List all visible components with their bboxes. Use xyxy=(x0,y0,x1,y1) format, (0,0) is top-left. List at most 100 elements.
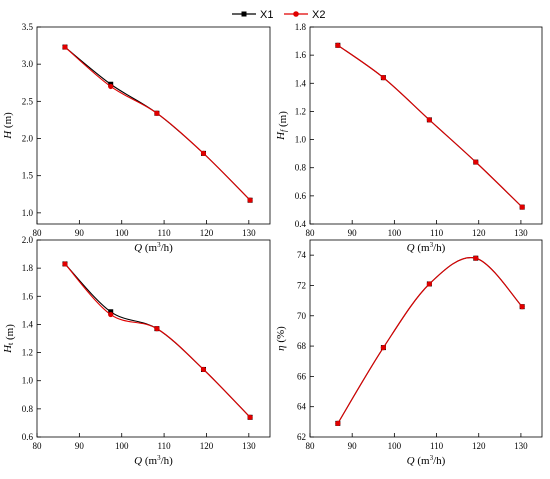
y-axis-label: Ht (m) xyxy=(2,324,16,354)
x-axis-label: Q (m3/h) xyxy=(407,241,446,254)
y-tick-label: 1.6 xyxy=(22,291,34,301)
data-point-x2 xyxy=(426,281,432,287)
y-axis-label: Hf (m) xyxy=(275,111,289,141)
y-tick-label: 0.4 xyxy=(295,219,307,229)
data-point-x2 xyxy=(380,344,386,351)
y-tick-label: 1.2 xyxy=(22,348,33,358)
y-tick-label: 0.6 xyxy=(22,432,34,442)
data-point-x2 xyxy=(473,159,479,165)
x-tick-label: 130 xyxy=(242,441,256,451)
plot-frame xyxy=(36,239,271,438)
series-line-x1 xyxy=(64,46,251,201)
data-point-x2 xyxy=(108,311,114,318)
y-tick-label: 1.0 xyxy=(295,135,307,145)
x-tick-label: 110 xyxy=(430,441,444,451)
x-tick-label: 90 xyxy=(348,228,358,238)
y-tick-label: 64 xyxy=(297,402,307,412)
data-point-x2 xyxy=(154,110,160,116)
data-point-x2 xyxy=(200,150,207,156)
x-tick-label: 120 xyxy=(200,441,214,451)
y-axis-label: H (m) xyxy=(2,112,14,140)
y-tick-label: 1.0 xyxy=(22,208,34,218)
y-tick-label: 66 xyxy=(297,371,307,381)
x-tick-label: 130 xyxy=(242,228,256,238)
x-tick-label: 100 xyxy=(388,441,402,451)
series-line-x2 xyxy=(337,44,523,208)
data-point-x2 xyxy=(426,117,432,123)
x-tick-label: 90 xyxy=(75,228,85,238)
data-point-x2 xyxy=(335,420,341,426)
x-axis-label: Q (m3/h) xyxy=(134,241,173,254)
y-tick-label: 0.8 xyxy=(22,404,34,414)
panel-efficiency-vs-flow: 80 90 100 110 120 130 62 64 66 68 70 72 74 Q (m3/h) η … xyxy=(275,239,543,467)
legend: X1 X2 xyxy=(232,9,325,21)
data-point-x2 xyxy=(62,44,68,50)
data-point-x2 xyxy=(62,261,68,267)
x-tick-label: 90 xyxy=(348,441,358,451)
data-point-x2 xyxy=(380,75,386,81)
x-tick-label: 80 xyxy=(306,228,316,238)
y-tick-label: 1.0 xyxy=(22,376,34,386)
x-tick-label: 120 xyxy=(472,228,486,238)
y-tick-label: 1.5 xyxy=(22,171,34,181)
y-tick-label: 2.0 xyxy=(22,235,34,245)
x-tick-label: 80 xyxy=(306,441,316,451)
x-tick-label: 90 xyxy=(75,441,85,451)
x-tick-label: 130 xyxy=(514,228,528,238)
data-point-x2 xyxy=(519,304,525,310)
x-tick-label: 110 xyxy=(430,228,444,238)
x-tick-label: 80 xyxy=(33,441,43,451)
y-tick-label: 1.2 xyxy=(295,106,306,116)
legend-x1-marker xyxy=(241,11,247,17)
x-axis-label: Q (m3/h) xyxy=(407,454,446,467)
y-tick-label: 1.6 xyxy=(295,50,307,60)
x-tick-label: 130 xyxy=(514,441,528,451)
y-tick-label: 0.6 xyxy=(295,191,307,201)
y-tick-label: 70 xyxy=(297,311,307,321)
y-tick-label: 2.5 xyxy=(22,96,34,106)
y-tick-label: 62 xyxy=(297,432,306,442)
data-point-x2 xyxy=(108,83,114,90)
x-tick-label: 110 xyxy=(158,441,172,451)
series-line-x1 xyxy=(337,44,523,208)
plot-frame xyxy=(309,239,543,438)
y-axis-label: η (%) xyxy=(275,326,287,351)
data-point-x2 xyxy=(335,42,341,48)
data-point-x2 xyxy=(154,326,160,332)
plot-frame xyxy=(309,26,543,225)
x-tick-label: 80 xyxy=(33,228,43,238)
y-tick-label: 3.0 xyxy=(22,59,34,69)
legend-x1-label: X1 xyxy=(260,9,273,21)
x-tick-label: 100 xyxy=(115,228,129,238)
x-tick-label: 100 xyxy=(388,228,402,238)
y-tick-label: 1.8 xyxy=(295,22,307,32)
y-tick-label: 3.5 xyxy=(22,22,34,32)
panel-friction-head-vs-flow: 80 90 100 110 120 130 0.4 0.6 0.8 1.0 1.2 1.4 1.6 1.8… xyxy=(275,22,543,254)
y-tick-label: 72 xyxy=(297,280,306,290)
y-tick-label: 2.0 xyxy=(22,134,34,144)
legend-x2-marker xyxy=(293,11,299,17)
panel-head-vs-flow: 80 90 100 110 120 130 1.0 1.5 2.0 2.5 3.0 3.5 Q (m3/… xyxy=(2,22,271,254)
data-point-x1 xyxy=(108,309,114,315)
plot-frame xyxy=(36,26,271,225)
data-point-x2 xyxy=(519,204,525,210)
x-axis-label: Q (m3/h) xyxy=(134,454,173,467)
y-tick-label: 0.8 xyxy=(295,163,307,173)
data-point-x2 xyxy=(200,366,207,373)
series-line-x2 xyxy=(64,263,251,418)
x-tick-label: 120 xyxy=(200,228,214,238)
x-tick-label: 110 xyxy=(158,228,172,238)
panel-total-head-vs-flow: 80 90 100 110 120 130 0.6 0.8 1.0 1.2 1.4 1.6 1.8 2.0… xyxy=(2,235,271,467)
y-tick-label: 1.8 xyxy=(22,263,34,273)
y-tick-label: 1.4 xyxy=(22,319,34,329)
data-point-x2 xyxy=(473,255,479,261)
legend-x2-label: X2 xyxy=(312,9,325,21)
x-tick-label: 120 xyxy=(472,441,486,451)
data-point-x2 xyxy=(247,414,253,420)
y-tick-label: 68 xyxy=(297,341,307,351)
x-tick-label: 100 xyxy=(115,441,129,451)
series-line-x1 xyxy=(64,263,251,418)
data-point-x2 xyxy=(247,197,253,203)
y-tick-label: 1.4 xyxy=(295,78,307,88)
